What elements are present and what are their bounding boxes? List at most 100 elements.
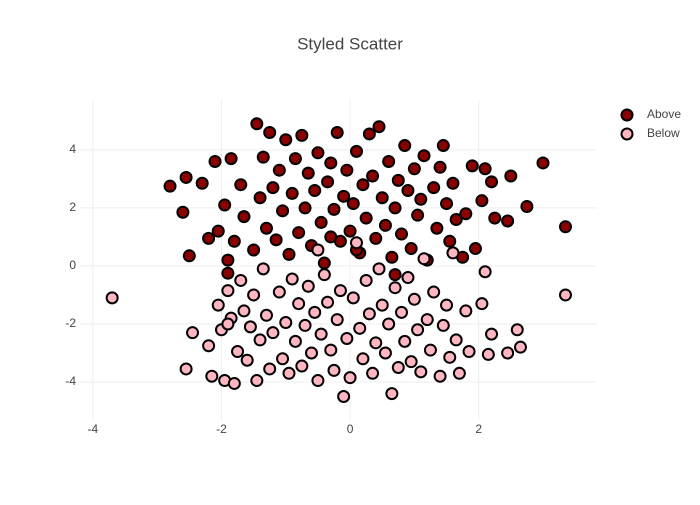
- legend-label: Below: [647, 126, 680, 140]
- point: [382, 317, 396, 331]
- y-tick-label: 2: [69, 200, 76, 214]
- point: [558, 220, 572, 234]
- point: [243, 320, 257, 334]
- point: [247, 288, 261, 302]
- point: [311, 146, 325, 160]
- point: [250, 374, 264, 388]
- point: [378, 346, 392, 360]
- point: [346, 291, 360, 305]
- point: [317, 256, 331, 270]
- point: [501, 214, 515, 228]
- point: [488, 211, 502, 225]
- point: [218, 198, 232, 212]
- legend-marker: [620, 127, 634, 141]
- point: [208, 155, 222, 169]
- point: [327, 363, 341, 377]
- point: [375, 191, 389, 205]
- point: [256, 150, 270, 164]
- point: [356, 178, 370, 192]
- point: [388, 281, 402, 295]
- point: [446, 246, 460, 260]
- point: [356, 352, 370, 366]
- point: [504, 169, 518, 183]
- point: [179, 362, 193, 376]
- point: [285, 272, 299, 286]
- point: [366, 366, 380, 380]
- point: [459, 207, 473, 221]
- point: [465, 159, 479, 173]
- point: [237, 210, 251, 224]
- point: [186, 326, 200, 340]
- point: [510, 323, 524, 337]
- point: [411, 323, 425, 337]
- point: [298, 318, 312, 332]
- point: [337, 390, 351, 404]
- point: [321, 175, 335, 189]
- point: [395, 227, 409, 241]
- x-tick-label: -4: [88, 422, 99, 436]
- point: [330, 125, 344, 139]
- point: [443, 350, 457, 364]
- point: [227, 234, 241, 248]
- point: [398, 139, 412, 153]
- point: [314, 215, 328, 229]
- point: [485, 327, 499, 341]
- point: [292, 226, 306, 240]
- point: [353, 321, 367, 335]
- point: [366, 169, 380, 183]
- point: [436, 318, 450, 332]
- point: [485, 175, 499, 189]
- point: [202, 231, 216, 245]
- point: [321, 295, 335, 309]
- point: [362, 307, 376, 321]
- point: [221, 284, 235, 298]
- point: [417, 252, 431, 266]
- point: [282, 247, 296, 261]
- point: [272, 285, 286, 299]
- point: [446, 176, 460, 190]
- point: [558, 288, 572, 302]
- point: [330, 313, 344, 327]
- point: [202, 339, 216, 353]
- point: [182, 249, 196, 263]
- point: [427, 285, 441, 299]
- point: [259, 308, 273, 322]
- point: [427, 181, 441, 195]
- point: [256, 262, 270, 276]
- point: [163, 179, 177, 193]
- point: [288, 334, 302, 348]
- point: [266, 326, 280, 340]
- point: [468, 242, 482, 256]
- y-tick-label: -2: [65, 316, 76, 330]
- point: [369, 231, 383, 245]
- point: [195, 176, 209, 190]
- point: [401, 271, 415, 285]
- point: [259, 221, 273, 235]
- point: [369, 336, 383, 350]
- point: [449, 333, 463, 347]
- point: [414, 192, 428, 206]
- point: [221, 266, 235, 280]
- point: [481, 347, 495, 361]
- point: [391, 360, 405, 374]
- point: [452, 366, 466, 380]
- x-tick-label: -2: [216, 422, 227, 436]
- point: [411, 208, 425, 222]
- point: [301, 279, 315, 293]
- point: [317, 268, 331, 282]
- point: [417, 149, 431, 163]
- point: [221, 317, 235, 331]
- point: [372, 120, 386, 134]
- point: [176, 205, 190, 219]
- point: [105, 291, 119, 305]
- point: [423, 343, 437, 357]
- point: [237, 304, 251, 318]
- point: [279, 316, 293, 330]
- point: [269, 233, 283, 247]
- point: [459, 304, 473, 318]
- point: [343, 371, 357, 385]
- point: [253, 191, 267, 205]
- point: [475, 297, 489, 311]
- point: [337, 189, 351, 203]
- point: [350, 144, 364, 158]
